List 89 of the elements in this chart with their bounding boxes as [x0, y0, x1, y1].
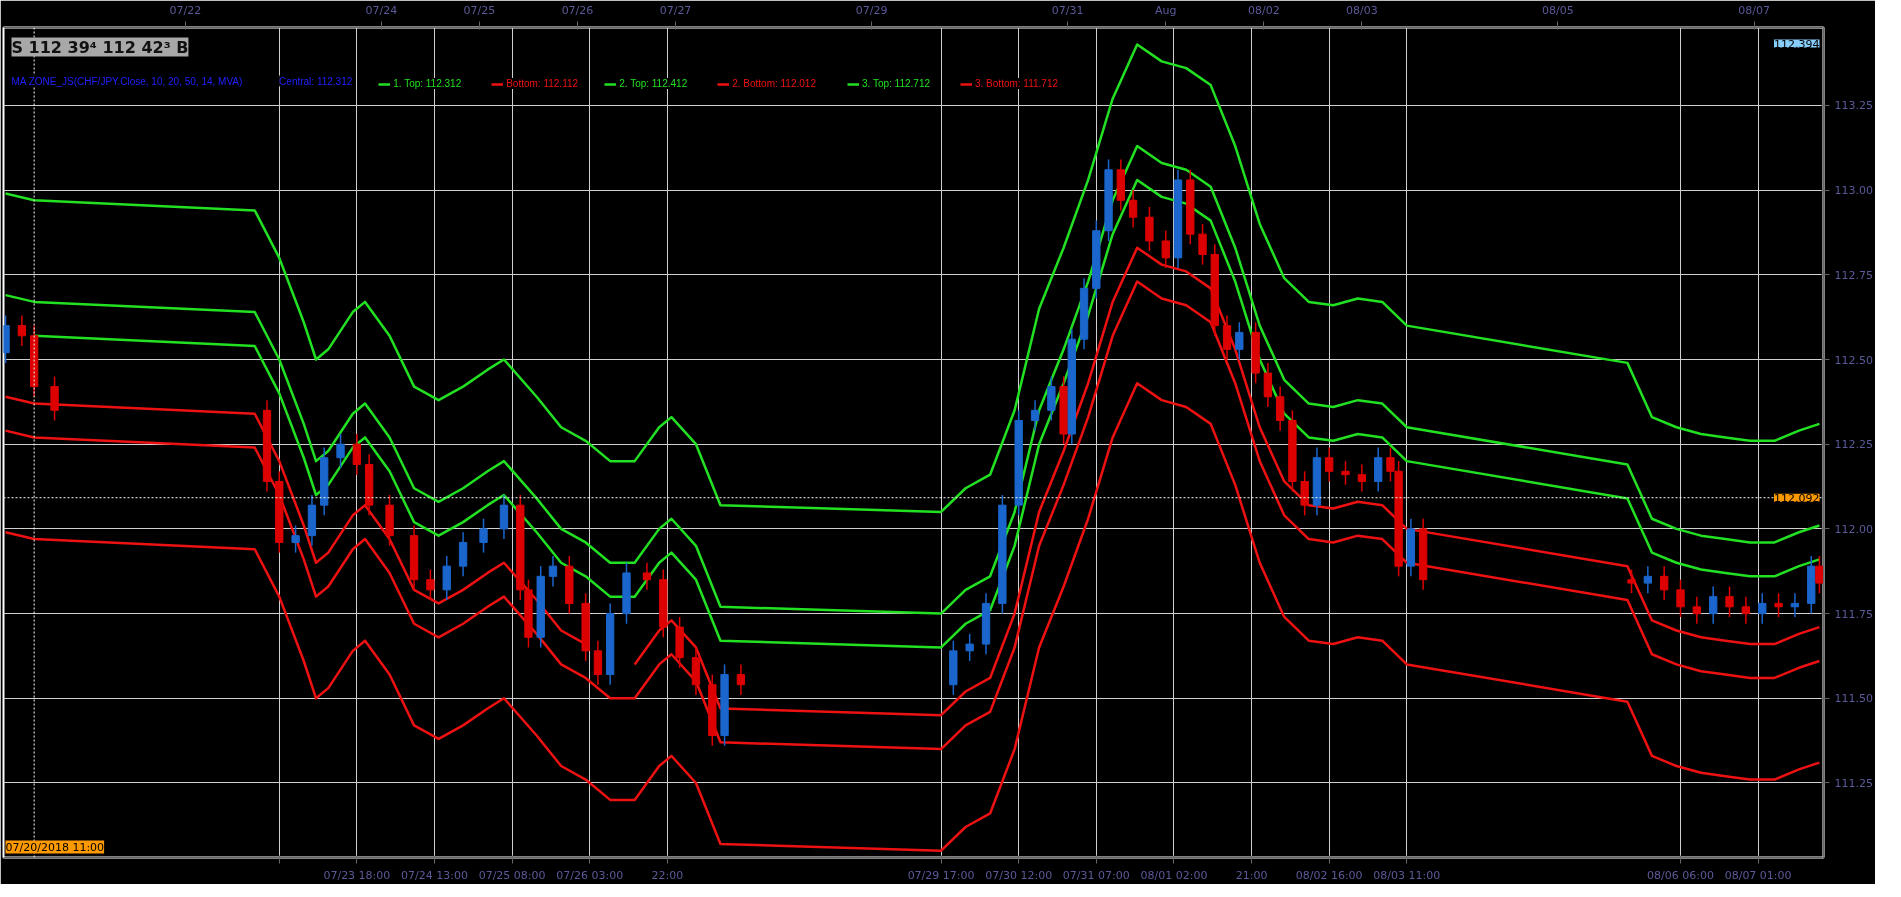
x-tick-label: 22:00: [651, 868, 684, 882]
x2-tick-label: 08/07: [1738, 3, 1770, 17]
y-tick-label: 112.25: [1834, 438, 1873, 452]
x2-tick-label: Aug: [1155, 3, 1177, 17]
candlestick: [50, 375, 59, 422]
x-tick-label: 07/26 03:00: [556, 868, 624, 882]
candlestick: [1325, 446, 1334, 483]
x-tick-label: 08/02 16:00: [1295, 868, 1363, 882]
candlestick: [1341, 460, 1350, 486]
candlestick: [1660, 565, 1669, 601]
legend-label: 3. Top: 112.712: [862, 78, 931, 89]
candlestick: [1235, 321, 1244, 361]
x-tick-label: 07/24 13:00: [401, 868, 468, 882]
ref-line-label: 112.092: [1774, 491, 1820, 505]
candlestick: [1128, 189, 1138, 229]
candlestick: [1774, 592, 1783, 618]
candlestick: [1758, 592, 1767, 625]
x2-tick-label: 07/25: [463, 3, 496, 17]
candlestick: [1627, 568, 1636, 595]
candlestick: [1676, 578, 1685, 618]
x-tick-label: 07/29 17:00: [907, 868, 975, 882]
x2-tick-label: 08/03: [1346, 3, 1378, 17]
x2-tick-label: 08/05: [1542, 3, 1574, 17]
candlestick: [336, 433, 345, 469]
candlestick: [1198, 223, 1207, 266]
annotation: S 112 39⁴ 112 42³ B: [11, 37, 189, 57]
candlestick: [1263, 362, 1273, 408]
candlestick: [1643, 565, 1653, 595]
candlestick: [1145, 206, 1154, 252]
candlestick: [458, 531, 468, 578]
x2-tick-label: 07/29: [855, 3, 888, 17]
x-tick-label: 21:00: [1235, 868, 1268, 882]
y-tick-label: 111.25: [1834, 776, 1873, 790]
candlestick: [499, 494, 509, 540]
x-tick-label: 08/03 11:00: [1373, 868, 1441, 882]
legend-label: 1. Top: 112.312: [393, 78, 462, 89]
y-tick-label: 113.25: [1834, 99, 1873, 113]
x2-tick-label: 07/24: [365, 3, 398, 17]
candlestick: [1300, 470, 1309, 517]
x2-tick-label: 07/22: [169, 3, 202, 17]
candlestick: [442, 555, 451, 601]
candlestick: [426, 568, 435, 601]
legend-title: MA ZONE_JS(CHF/JPY.Close, 10, 20, 50, 14, MVA): [11, 75, 243, 87]
candlestick: [352, 433, 362, 476]
legend-label: 2. Top: 112.412: [619, 78, 688, 89]
x-tick-label: 08/06 06:00: [1647, 868, 1714, 882]
candlestick: [1357, 463, 1367, 493]
annotation: Central: 112.312: [279, 75, 353, 87]
x2-tick-label: 08/02: [1247, 3, 1280, 17]
x-tick-label: 07/31 07:00: [1062, 868, 1130, 882]
legend-label: Bottom: 112.112: [506, 78, 579, 89]
candlestick: [1815, 555, 1824, 595]
x-tick-label: 07/23 18:00: [323, 868, 391, 882]
y-tick-label: 113.00: [1834, 184, 1873, 198]
y-tick-label: 112.50: [1834, 353, 1873, 367]
annotation: 112.394: [1774, 37, 1820, 51]
candlestick: [642, 562, 652, 591]
candlestick: [1275, 385, 1285, 432]
ref-line-label: 07/20/2018 11:00: [5, 840, 105, 854]
x-tick-label: 07/25 08:00: [478, 868, 546, 882]
line-series: [4, 381, 1821, 852]
candlestick: [548, 555, 558, 588]
x2-tick-label: 07/26: [561, 3, 594, 17]
candlestick: [1222, 314, 1232, 361]
legend-label: 3. Bottom: 111.712: [975, 78, 1059, 89]
x-tick-label: 08/07 01:00: [1724, 868, 1792, 882]
candlestick: [1030, 399, 1040, 432]
candlestick: [291, 524, 300, 554]
x2-tick-label: 07/31: [1051, 3, 1084, 17]
y-tick-label: 111.50: [1834, 692, 1873, 706]
legend-label: 2. Bottom: 112.012: [732, 78, 816, 89]
x2-tick-label: 07/27: [659, 3, 692, 17]
candlestick: [1161, 230, 1170, 269]
y-tick-label: 112.00: [1834, 522, 1873, 536]
candlestick: [1692, 595, 1702, 625]
candlestick: [1047, 375, 1056, 422]
candlestick: [1741, 595, 1751, 625]
candlestick: [17, 314, 27, 347]
x-tick-label: 07/30 12:00: [985, 868, 1053, 882]
y-tick-label: 112.75: [1834, 268, 1873, 282]
candlestick: [479, 517, 488, 554]
candlestick: [965, 633, 974, 662]
candlestick: [736, 663, 746, 696]
candlestick: [1709, 585, 1718, 625]
x-tick-label: 08/01 02:00: [1140, 868, 1208, 882]
candlestick: [1725, 585, 1734, 618]
candlestick: [593, 639, 603, 686]
y-tick-label: 111.75: [1834, 607, 1873, 621]
candlestick: [1374, 446, 1383, 493]
